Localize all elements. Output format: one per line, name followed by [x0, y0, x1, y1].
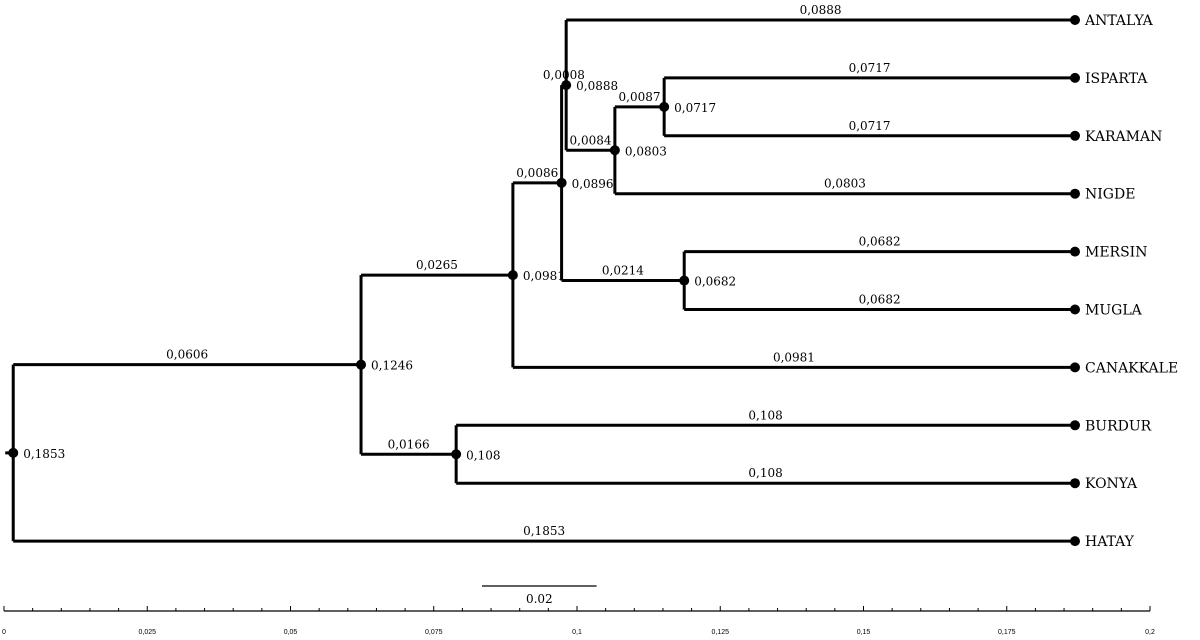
branch-length-label: 0,0803 — [824, 177, 866, 191]
leaf-dot — [1070, 130, 1080, 141]
x-tick-label: 0,025 — [138, 629, 156, 636]
leaf-dot — [1070, 304, 1080, 315]
branch-length-label: 0,0717 — [849, 61, 891, 75]
node-dot — [561, 80, 572, 91]
node-height-label: 0,1853 — [23, 447, 65, 461]
node-dot — [609, 145, 620, 156]
leaf-dot — [1070, 536, 1080, 547]
node-dot — [679, 275, 690, 286]
node-dot — [556, 177, 567, 188]
node-height-label: 0,0981 — [523, 269, 565, 283]
leaf-label-burdur: BURDUR — [1085, 418, 1152, 434]
branch-length-label: 0,0682 — [859, 235, 901, 249]
branch-length-label: 0,0008 — [543, 68, 585, 82]
x-tick-label: 0 — [2, 629, 6, 636]
branch-length-label: 0,0265 — [416, 258, 458, 272]
x-tick-label: 0,15 — [857, 629, 871, 636]
node-height-label: 0,1246 — [371, 359, 413, 373]
x-tick-label: 0,1 — [572, 629, 582, 636]
branch-length-label: 0,0084 — [570, 133, 612, 147]
leaf-dot — [1070, 362, 1080, 373]
scale-bar-label: 0.02 — [526, 592, 553, 606]
leaf-dot — [1070, 420, 1080, 431]
leaf-label-mugla: MUGLA — [1085, 303, 1143, 319]
node-dot — [659, 101, 670, 112]
node-height-label: 0,0896 — [572, 177, 614, 191]
node-height-label: 0,0803 — [625, 144, 667, 158]
branch-length-label: 0,0606 — [166, 348, 208, 362]
branch-length-label: 0,0981 — [773, 350, 815, 364]
branch-length-label: 0,1853 — [523, 524, 565, 538]
branch-length-label: 0,0682 — [859, 293, 901, 307]
branch-length-label: 0,0717 — [849, 119, 891, 133]
branch-length-label: 0,108 — [748, 466, 782, 480]
leaf-dot — [1070, 15, 1080, 25]
branch-length-label: 0,0888 — [800, 3, 842, 17]
branch-length-label: 0,0166 — [388, 437, 430, 451]
node-dot — [8, 447, 19, 458]
leaf-dot — [1070, 188, 1080, 199]
x-tick-label: 0,125 — [711, 629, 729, 636]
leaf-label-mersin: MERSIN — [1085, 245, 1147, 261]
branch-length-label: 0,108 — [748, 408, 782, 422]
node-height-label: 0,0888 — [576, 79, 618, 93]
x-tick-label: 0,175 — [998, 629, 1016, 636]
leaf-label-konya: KONYA — [1085, 476, 1138, 492]
node-dot — [451, 449, 462, 460]
leaf-label-karaman: KARAMAN — [1085, 129, 1162, 145]
node-dot — [507, 270, 518, 281]
node-height-label: 0,0717 — [674, 101, 716, 115]
leaf-label-isparta: ISPARTA — [1085, 71, 1148, 87]
leaf-dot — [1070, 478, 1080, 489]
leaf-dot — [1070, 72, 1080, 83]
leaf-dot — [1070, 246, 1080, 257]
leaf-label-canakkale: CANAKKALE — [1085, 360, 1178, 376]
node-height-label: 0,108 — [466, 448, 500, 462]
node-height-label: 0,0682 — [694, 275, 736, 289]
branch-length-label: 0,0214 — [602, 264, 644, 278]
leaf-label-nigde: NIGDE — [1085, 187, 1135, 203]
node-dot — [356, 359, 367, 370]
x-tick-label: 0,05 — [284, 629, 298, 636]
x-tick-label: 0,2 — [1145, 629, 1155, 636]
leaf-label-hatay: HATAY — [1085, 534, 1135, 550]
x-tick-label: 0,075 — [425, 629, 443, 636]
branch-length-label: 0,0086 — [516, 166, 558, 180]
branch-length-label: 0,0087 — [619, 90, 661, 104]
leaf-label-antalya: ANTALYA — [1084, 13, 1154, 29]
